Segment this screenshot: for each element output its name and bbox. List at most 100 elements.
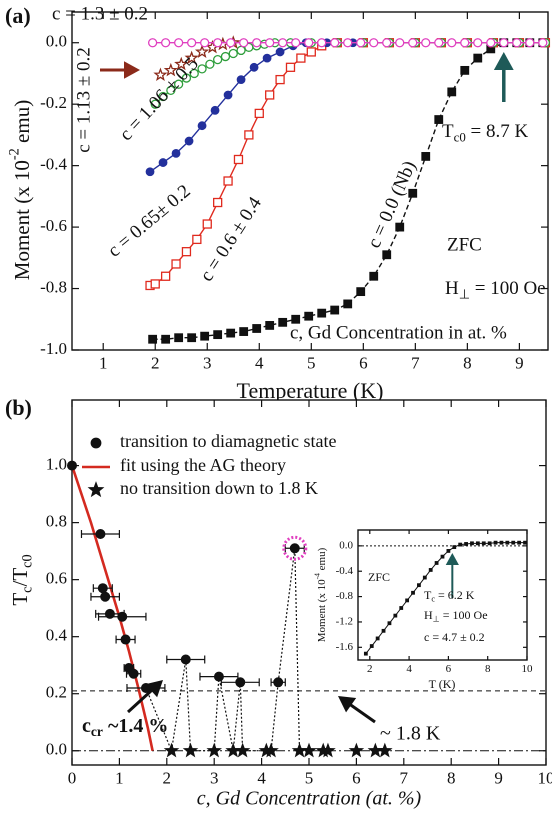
rich-label: Tc/Tc0: [8, 554, 36, 605]
y-tick-label: -1.6: [336, 641, 354, 653]
x-tick-label: 2: [367, 663, 373, 675]
marker-circle: [236, 45, 246, 56]
x-tick-label: 10: [538, 768, 552, 787]
y-tick-label: 0.4: [46, 626, 68, 645]
marker-circle: [166, 85, 176, 96]
series-label: c = 1.3 ± 0.2: [52, 3, 148, 24]
marker-circle: [228, 48, 238, 59]
marker-circle: [213, 671, 224, 682]
marker-square: [160, 271, 171, 281]
x-tick-label: 2: [163, 768, 172, 787]
marker-square: [487, 541, 492, 546]
rich-label: Tc = 6.2 K: [424, 588, 475, 604]
y-tick-label: 0.0: [46, 32, 67, 51]
label-part: c0: [20, 554, 36, 567]
label-part: H: [445, 278, 459, 299]
marker-square: [417, 583, 421, 588]
marker-circle: [210, 105, 220, 115]
marker-square: [317, 308, 327, 318]
marker-circle: [395, 38, 405, 48]
label-part: -2: [7, 148, 23, 160]
marker-square: [434, 115, 444, 124]
rich-label: Moment (x 10-4 emu): [312, 547, 327, 642]
x-tick-label: 8: [447, 768, 456, 787]
marker-circle: [473, 38, 483, 48]
marker-square: [446, 549, 451, 553]
marker-square: [150, 279, 160, 289]
marker-circle: [171, 148, 181, 158]
x-axis-label: Temperature (K): [237, 378, 384, 403]
label-part: ⊥: [459, 287, 470, 302]
label-part: = 6.2 K: [435, 588, 475, 602]
rich-label: H⊥ = 100 Oe: [424, 608, 488, 624]
marker-square: [434, 561, 439, 565]
marker-square: [475, 541, 480, 546]
marker-square: [202, 219, 212, 229]
marker-square: [296, 53, 306, 63]
marker-square: [233, 154, 244, 165]
marker-square: [356, 287, 366, 297]
label-part: T: [424, 588, 432, 602]
marker-star: [234, 742, 251, 758]
y-tick-label: 1.0: [46, 454, 67, 473]
marker-circle: [187, 38, 197, 48]
arrow-head: [445, 553, 459, 565]
annotation: ZFC: [447, 234, 482, 255]
x-tick-label: 4: [255, 353, 264, 372]
label-part: /T: [8, 568, 32, 587]
marker-circle: [460, 38, 470, 48]
marker-circle: [213, 54, 223, 65]
marker-circle: [369, 38, 379, 48]
marker-square: [265, 90, 275, 100]
label-part: H: [424, 608, 433, 622]
marker-star: [182, 742, 199, 758]
marker-square: [181, 247, 192, 257]
marker-star: [163, 62, 178, 77]
y-tick-label: 0.8: [46, 512, 67, 531]
marker-circle: [213, 38, 223, 48]
x-tick-label: 6: [359, 353, 368, 372]
arrow-head: [338, 696, 357, 713]
marker-square: [464, 542, 468, 546]
marker-square: [252, 324, 262, 333]
marker-square: [375, 636, 380, 641]
marker-square: [363, 651, 368, 656]
marker-circle: [197, 121, 207, 131]
series-label: c = 1.13 ± 0.2: [73, 47, 94, 153]
marker-circle: [262, 53, 272, 63]
label-part: = 100 Oe: [440, 608, 488, 622]
marker-square: [192, 234, 202, 245]
marker-star: [174, 56, 189, 71]
marker-circle: [223, 90, 233, 100]
marker-square: [148, 334, 158, 344]
marker-circle: [421, 38, 431, 48]
marker-circle: [239, 38, 249, 48]
legend-label: no transition down to 1.8 K: [120, 478, 318, 498]
marker-square: [239, 327, 249, 336]
marker-square: [161, 334, 171, 344]
marker-circle: [538, 38, 548, 48]
y-tick-label: 0.0: [46, 740, 67, 759]
rich-label: ccr ~1.4 %: [82, 715, 168, 740]
x-axis-label: c, Gd Concentration (at. %): [197, 788, 422, 810]
label-part: c0: [454, 130, 466, 145]
y-tick-label: -0.8: [40, 277, 67, 296]
marker-circle: [158, 91, 168, 102]
marker-square: [174, 333, 184, 343]
marker-circle: [356, 38, 366, 48]
marker-circle: [147, 38, 158, 48]
marker-square: [473, 53, 483, 63]
marker-square: [428, 568, 433, 572]
marker-square: [304, 311, 314, 321]
marker-square: [499, 540, 504, 545]
marker-circle: [200, 38, 210, 48]
x-tick-label: 8: [463, 353, 472, 372]
plot-frame: [357, 529, 528, 661]
marker-square: [213, 197, 223, 208]
marker-circle: [120, 634, 131, 645]
marker-star: [184, 50, 199, 65]
label-part: emu): [10, 100, 34, 148]
highlight-ring: [282, 535, 308, 561]
marker-circle: [145, 167, 155, 177]
marker-circle: [128, 668, 139, 679]
